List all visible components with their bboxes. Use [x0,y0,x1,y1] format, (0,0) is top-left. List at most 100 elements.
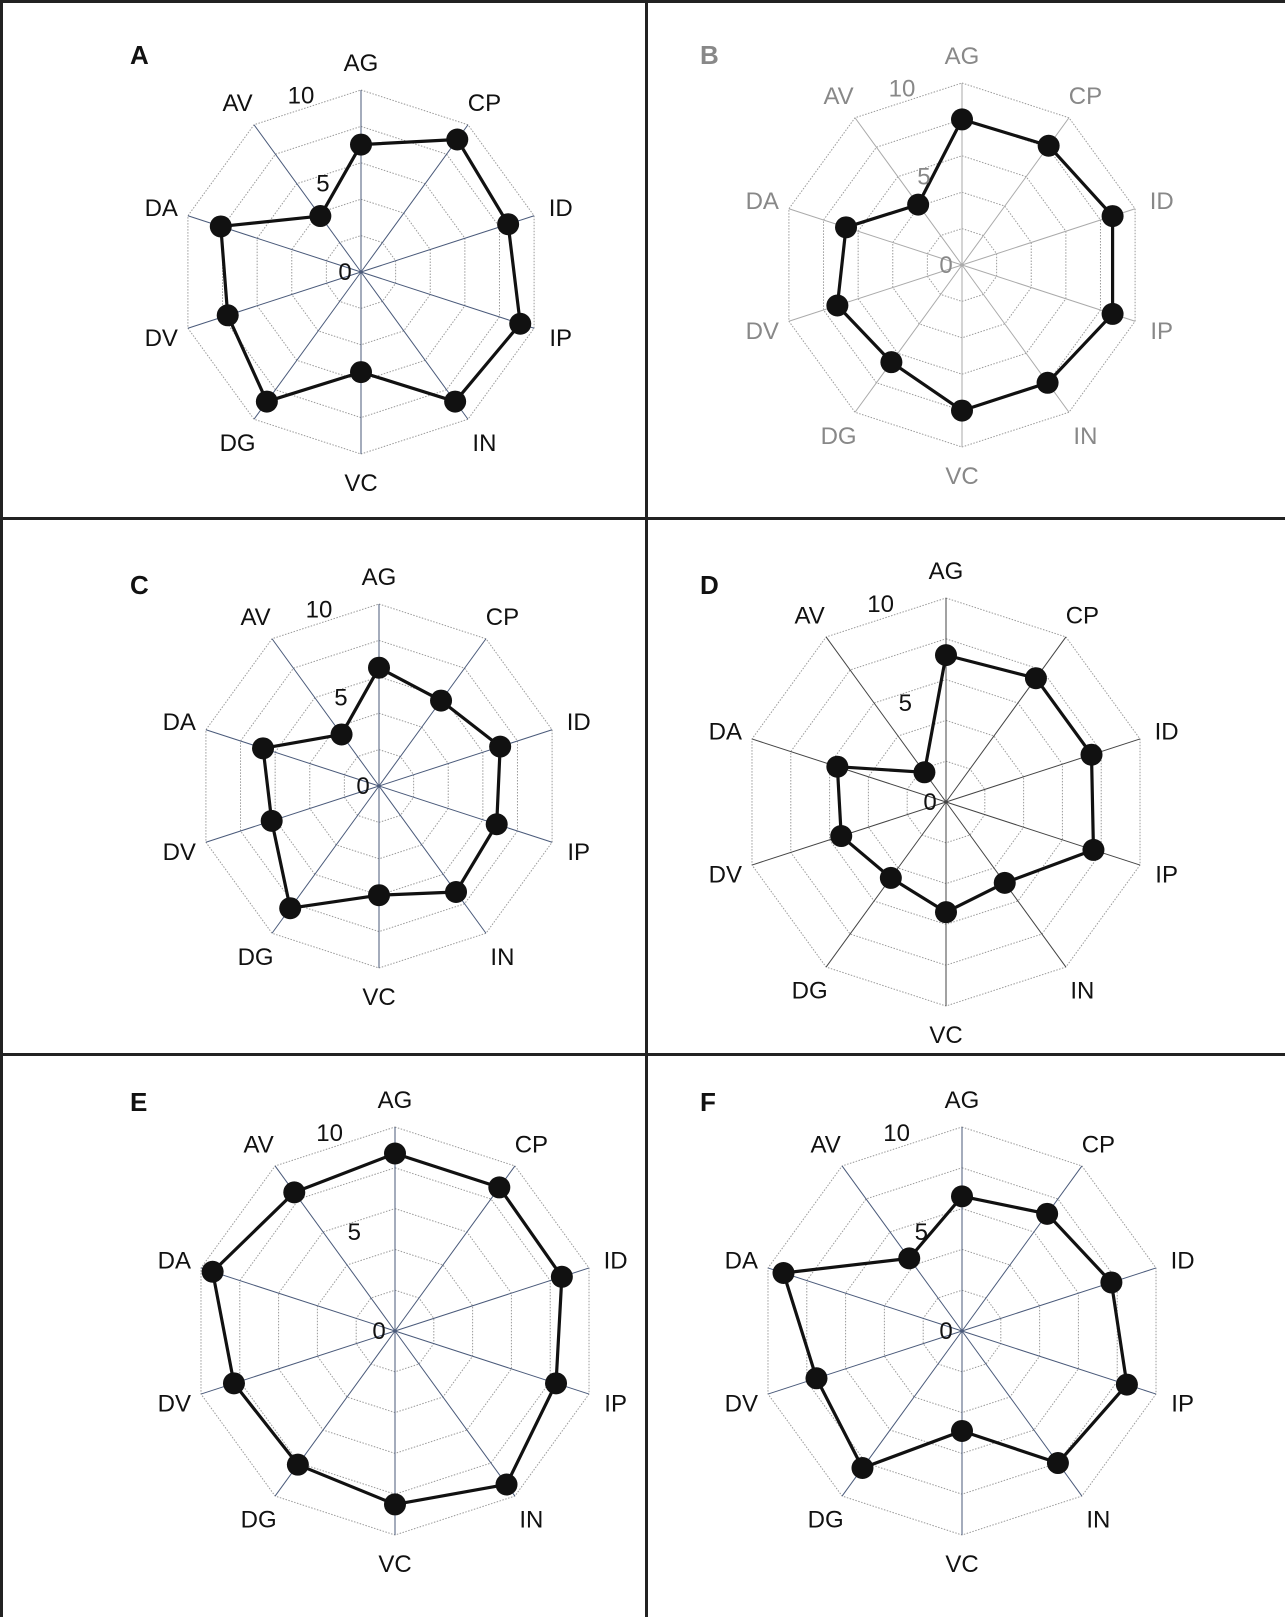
axis-spoke [961,1267,1157,1332]
axis-label: AV [811,1131,841,1158]
axis-label: VC [945,463,978,490]
axis-spoke [788,264,963,322]
axis-spoke [271,638,380,787]
axis-label: DG [220,430,256,457]
data-point [222,1372,245,1395]
axis-label: DV [145,325,178,352]
axis-label: CP [515,1131,548,1158]
axis-label: DA [163,709,196,736]
data-point [951,108,973,131]
axis-label: CP [468,90,501,117]
radial-tick-label: 10 [288,82,315,109]
axis-spoke [200,1267,396,1332]
axis-spoke [841,1165,963,1332]
axis-spoke [394,1330,516,1497]
axis-label: DA [725,1247,758,1274]
data-point [260,809,283,832]
data-point [550,1265,573,1288]
data-point [309,205,332,228]
axis-label: ID [604,1247,628,1274]
data-point [495,1473,518,1496]
panel-label: A [130,40,149,70]
data-point [286,1453,309,1476]
axis-label: VC [945,1551,978,1578]
data-point [951,399,973,422]
data-point [497,213,520,236]
axis-label: DG [241,1507,277,1534]
axis-spoke [360,271,535,329]
data-point [545,1372,568,1395]
data-point [826,294,849,317]
data-point [485,813,508,836]
axis-label: AV [244,1131,274,1158]
axis-spoke [945,636,1067,803]
axis-label: ID [567,709,591,736]
radial-tick-label: 0 [372,1318,385,1345]
data-point [489,735,512,758]
axis-label: DV [163,839,196,866]
panel-label: F [700,1087,716,1117]
axis-label: CP [1069,83,1102,110]
axis-spoke [378,729,553,787]
axis-label: DA [746,188,779,215]
data-point [1046,1452,1069,1475]
frame-top [0,0,1285,3]
axis-spoke [854,264,963,413]
axis-label: AV [240,604,270,631]
axis-label: AV [222,90,252,117]
axis-label: IP [567,839,590,866]
radial-tick-label: 5 [917,164,930,191]
data-point [772,1262,795,1285]
axis-label: ID [549,195,573,222]
axis-label: DG [238,944,274,971]
axis-label: VC [378,1551,411,1578]
axis-spoke [187,271,362,329]
frame-divider-row1 [0,517,1285,520]
axis-label: IP [1171,1391,1194,1418]
panel-label: E [130,1087,148,1117]
radial-tick-label: 10 [867,591,894,618]
frame-divider-vertical [645,0,648,1617]
axis-label: DV [746,318,779,345]
axis-label: IP [1150,318,1173,345]
axis-spoke [767,1330,963,1395]
axis-label: AG [929,558,964,585]
data-point [951,1185,973,1208]
panel-label: B [700,40,719,70]
axis-label: CP [1066,602,1099,629]
axis-label: DV [158,1391,191,1418]
axis-spoke [205,785,380,843]
radial-tick-label: 0 [356,773,369,800]
panel-label: D [700,570,719,600]
axis-label: ID [1155,718,1179,745]
axis-label: ID [1171,1247,1195,1274]
axis-label: IN [1070,978,1094,1005]
data-point [880,351,903,374]
axis-label: VC [929,1022,962,1049]
axis-label: CP [1082,1131,1115,1158]
axis-spoke [854,117,963,266]
radial-tick-label: 5 [316,171,329,198]
axis-label: DG [821,423,857,450]
axis-label: VC [344,470,377,497]
data-point [805,1367,828,1390]
axis-spoke [945,738,1141,803]
data-point [907,193,930,216]
radial-tick-label: 5 [915,1219,928,1246]
radial-tick-label: 5 [899,690,912,717]
axis-spoke [767,1267,963,1332]
axis-spoke [360,124,469,273]
frame-left [0,0,3,1617]
radial-tick-label: 0 [923,789,936,816]
axis-label: AG [378,1087,413,1114]
axis-label: IP [604,1391,627,1418]
axis-label: VC [362,984,395,1011]
axis-label: ID [1150,188,1174,215]
data-point [879,866,902,889]
data-point [252,737,275,760]
